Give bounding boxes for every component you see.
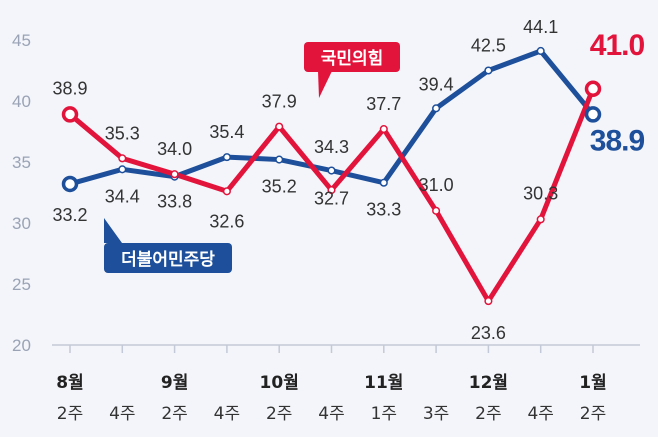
ppp-data-label: 37.7 bbox=[366, 94, 401, 114]
ppp-point bbox=[432, 206, 441, 215]
democratic-party-end-marker bbox=[584, 106, 602, 123]
ppp-end-label: 41.0 bbox=[590, 29, 645, 62]
ppp-end-marker bbox=[584, 80, 602, 98]
x-week-label: 2주 bbox=[161, 404, 187, 424]
y-tick-label: 30 bbox=[12, 214, 31, 233]
democratic-party-data-label: 34.4 bbox=[105, 186, 140, 206]
x-week-label: 4주 bbox=[214, 404, 240, 424]
x-week-label: 2주 bbox=[57, 404, 83, 424]
democratic-party-point bbox=[484, 66, 493, 75]
ppp-point bbox=[536, 215, 545, 224]
democratic-party-point bbox=[432, 104, 441, 113]
democratic-party-point bbox=[275, 155, 284, 164]
ppp-point bbox=[170, 170, 179, 179]
ppp-end-marker bbox=[61, 106, 79, 123]
y-tick-label: 40 bbox=[12, 92, 31, 111]
ppp-point bbox=[379, 125, 388, 134]
ppp-point bbox=[118, 154, 127, 163]
democratic-party-point bbox=[327, 166, 336, 175]
ppp-data-label: 34.0 bbox=[157, 139, 192, 159]
democratic-party-tag-box bbox=[104, 243, 232, 273]
democratic-party-data-label: 44.1 bbox=[523, 17, 558, 37]
democratic-party-tag-label: 더불어민주당 bbox=[121, 250, 215, 270]
democratic-party-data-label: 42.5 bbox=[471, 36, 506, 56]
y-tick-label: 25 bbox=[12, 275, 31, 294]
x-month-label: 12월 bbox=[469, 373, 508, 393]
x-week-label: 2주 bbox=[266, 404, 292, 424]
democratic-party-point bbox=[118, 165, 127, 174]
y-tick-label: 35 bbox=[12, 153, 31, 172]
ppp-data-label: 23.6 bbox=[471, 323, 506, 343]
ppp-data-label: 38.9 bbox=[52, 78, 87, 98]
x-week-label: 2주 bbox=[580, 404, 606, 424]
ppp-data-label: 32.6 bbox=[209, 211, 244, 231]
democratic-party-data-label: 33.3 bbox=[366, 200, 401, 220]
x-week-label: 4주 bbox=[318, 404, 344, 424]
democratic-party-data-label: 32.7 bbox=[314, 189, 349, 209]
x-month-label: 9월 bbox=[161, 373, 188, 393]
democratic-party-point bbox=[536, 46, 545, 56]
x-week-label: 4주 bbox=[109, 404, 135, 424]
democratic-party-data-label: 33.2 bbox=[52, 205, 87, 225]
x-week-label: 1주 bbox=[371, 404, 397, 424]
ppp-tag-pointer bbox=[318, 71, 332, 98]
x-week-label: 2주 bbox=[475, 404, 501, 424]
ppp-data-label: 37.9 bbox=[262, 92, 297, 112]
democratic-party-end-label: 38.9 bbox=[590, 124, 645, 157]
x-week-label: 4주 bbox=[527, 404, 553, 424]
x-week-label: 3주 bbox=[423, 404, 449, 424]
x-month-label: 8월 bbox=[56, 373, 83, 393]
ppp-tag-box bbox=[304, 42, 400, 72]
democratic-party-data-label: 33.8 bbox=[157, 192, 192, 212]
y-tick-label: 20 bbox=[12, 336, 31, 355]
democratic-party-point bbox=[379, 178, 388, 187]
ppp-point bbox=[222, 187, 231, 196]
democratic-party-end-marker bbox=[61, 175, 79, 193]
ppp-tag-label: 국민의힘 bbox=[321, 48, 384, 69]
ppp-data-label: 31.0 bbox=[419, 175, 454, 195]
democratic-party-data-label: 35.4 bbox=[209, 122, 244, 142]
ppp-point bbox=[484, 297, 493, 306]
ppp-point bbox=[327, 186, 336, 195]
x-month-label: 10월 bbox=[260, 373, 299, 393]
democratic-party-data-label: 39.4 bbox=[419, 74, 454, 94]
ppp-data-label: 35.3 bbox=[105, 123, 140, 143]
democratic-party-data-label: 35.2 bbox=[262, 177, 297, 197]
x-month-label: 11월 bbox=[364, 373, 403, 393]
y-tick-label: 45 bbox=[12, 31, 31, 50]
democratic-party-point bbox=[222, 153, 231, 162]
democratic-party-tag-pointer bbox=[104, 218, 122, 243]
ppp-data-label: 34.3 bbox=[314, 137, 349, 157]
ppp-data-label: 30.3 bbox=[523, 183, 558, 203]
ppp-point bbox=[275, 122, 284, 131]
x-month-label: 1월 bbox=[579, 373, 606, 393]
